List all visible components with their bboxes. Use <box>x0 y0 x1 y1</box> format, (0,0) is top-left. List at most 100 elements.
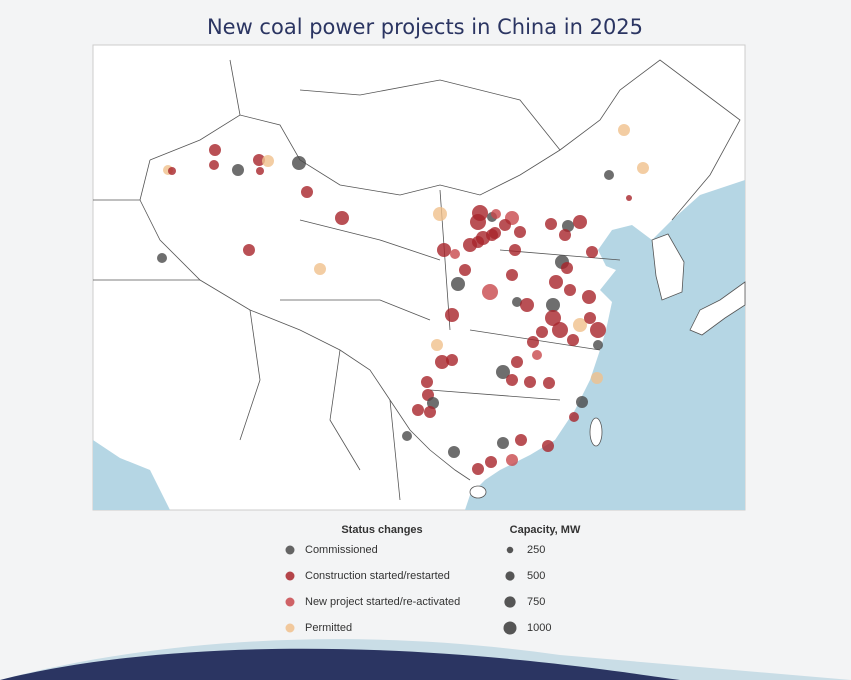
project-dot <box>527 336 539 348</box>
project-dot <box>157 253 167 263</box>
project-dot <box>520 298 534 312</box>
project-dot <box>561 262 573 274</box>
bay-of-bengal <box>93 440 170 510</box>
status-legend-title: Status changes <box>341 524 422 536</box>
hainan <box>469 485 487 499</box>
project-dot <box>485 456 497 468</box>
project-dot <box>524 376 536 388</box>
project-dot <box>446 354 458 366</box>
capacity-swatch <box>506 546 514 554</box>
project-dot <box>450 249 460 259</box>
project-dot <box>435 355 449 369</box>
project-dot <box>496 365 510 379</box>
project-dot <box>586 246 598 258</box>
project-dot <box>301 186 313 198</box>
project-dot <box>593 340 603 350</box>
project-dot <box>545 310 561 326</box>
capacity-label: 1000 <box>527 622 551 634</box>
project-dot <box>402 431 412 441</box>
status-swatch <box>285 571 295 581</box>
status-swatch <box>285 597 295 607</box>
project-dot <box>232 164 244 176</box>
project-dot <box>591 372 603 384</box>
project-dot <box>584 312 596 324</box>
project-dot <box>567 334 579 346</box>
project-dot <box>506 454 518 466</box>
status-swatch <box>285 623 295 633</box>
project-dot <box>511 356 523 368</box>
title: New coal power projects in China in 2025 <box>207 15 643 39</box>
project-dot <box>491 209 501 219</box>
capacity-label: 750 <box>527 596 545 608</box>
project-dot <box>421 376 433 388</box>
project-dot <box>546 298 560 312</box>
status-label: New project started/re-activated <box>305 596 460 608</box>
project-dot <box>243 244 255 256</box>
project-dot <box>573 318 587 332</box>
project-dot <box>445 308 459 322</box>
status-swatch <box>285 545 295 555</box>
project-dot <box>637 162 649 174</box>
project-dot <box>412 404 424 416</box>
status-label: Commissioned <box>305 544 378 556</box>
project-dot <box>590 322 606 338</box>
japan <box>689 281 746 336</box>
project-dot <box>253 154 265 166</box>
project-dot <box>514 226 526 238</box>
project-dots <box>157 124 649 475</box>
project-dot <box>506 374 518 386</box>
project-dot <box>559 229 571 241</box>
status-label: Construction started/restarted <box>305 570 450 582</box>
korea <box>651 233 685 301</box>
project-dot <box>542 440 554 452</box>
project-dot <box>604 170 614 180</box>
project-dot <box>424 406 436 418</box>
north-border <box>149 59 741 221</box>
project-dot <box>451 277 465 291</box>
project-dot <box>431 339 443 351</box>
legend: Status changes Capacity, MW Commissioned… <box>285 524 581 635</box>
project-dot <box>506 269 518 281</box>
project-dot <box>482 284 498 300</box>
project-dot <box>292 156 306 170</box>
project-dot <box>532 350 542 360</box>
project-dot <box>472 463 484 475</box>
country-borders <box>93 59 561 501</box>
taiwan <box>589 417 603 447</box>
project-dot <box>569 412 579 422</box>
project-dot <box>543 377 555 389</box>
project-dot <box>536 326 548 338</box>
project-dot <box>335 211 349 225</box>
project-dot <box>626 195 632 201</box>
project-dot <box>549 275 563 289</box>
project-dot <box>497 437 509 449</box>
project-dot <box>512 297 522 307</box>
project-dot <box>433 207 447 221</box>
project-dot <box>618 124 630 136</box>
province-borders <box>280 189 621 401</box>
capacity-label: 500 <box>527 570 545 582</box>
project-dot <box>470 214 486 230</box>
capacity-swatch <box>504 596 516 608</box>
map <box>92 44 746 511</box>
project-dot <box>576 396 588 408</box>
capacity-legend-title: Capacity, MW <box>510 524 581 536</box>
project-dot <box>209 144 221 156</box>
project-dot <box>573 215 587 229</box>
project-dot <box>437 243 451 257</box>
project-dot <box>545 218 557 230</box>
project-dot <box>582 290 596 304</box>
project-dot <box>256 167 264 175</box>
capacity-label: 250 <box>527 544 545 556</box>
capacity-swatch <box>503 621 517 635</box>
status-label: Permitted <box>305 622 352 634</box>
project-dot <box>509 244 521 256</box>
project-dot <box>314 263 326 275</box>
project-dot <box>489 227 501 239</box>
project-dot <box>552 322 568 338</box>
wave-dark <box>0 648 680 680</box>
project-dot <box>209 160 219 170</box>
project-dot <box>459 264 471 276</box>
